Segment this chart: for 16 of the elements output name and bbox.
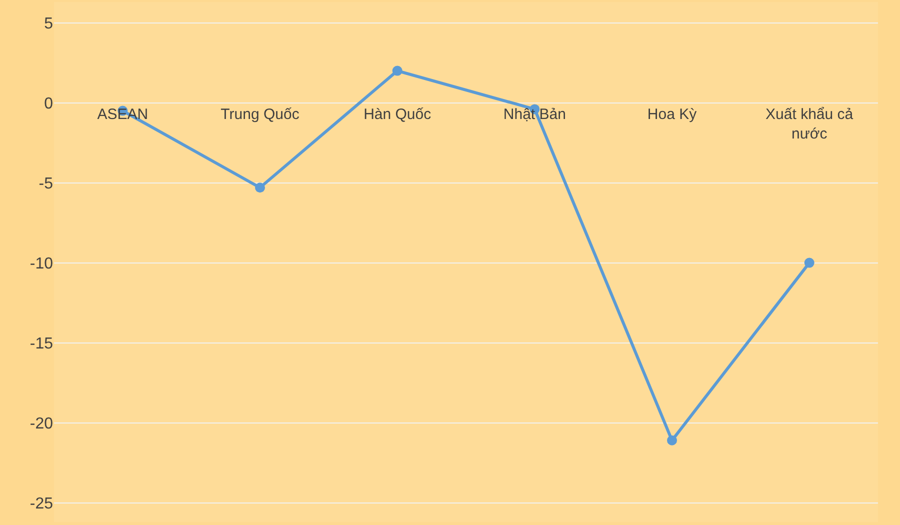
point	[804, 258, 814, 268]
x-tick-label: Nhật Bản	[503, 106, 566, 123]
y-tick-label: -5	[38, 175, 54, 192]
x-tick-label: Hoa Kỳ	[647, 106, 698, 123]
y-tick-label: 5	[44, 15, 54, 32]
y-tick-label: 0	[44, 95, 54, 112]
y-tick-label: -15	[30, 335, 54, 352]
y-tick-label: -20	[30, 415, 54, 432]
point	[255, 182, 265, 193]
point	[667, 435, 677, 446]
point	[392, 66, 402, 76]
y-tick-label: -10	[30, 255, 54, 272]
x-tick-label: Xuất khẩu cả nước	[766, 106, 854, 142]
y-tick-label: -25	[30, 495, 54, 512]
x-tick-label: Hàn Quốc	[364, 106, 432, 123]
x-tick-label: Trung Quốc	[220, 106, 300, 123]
